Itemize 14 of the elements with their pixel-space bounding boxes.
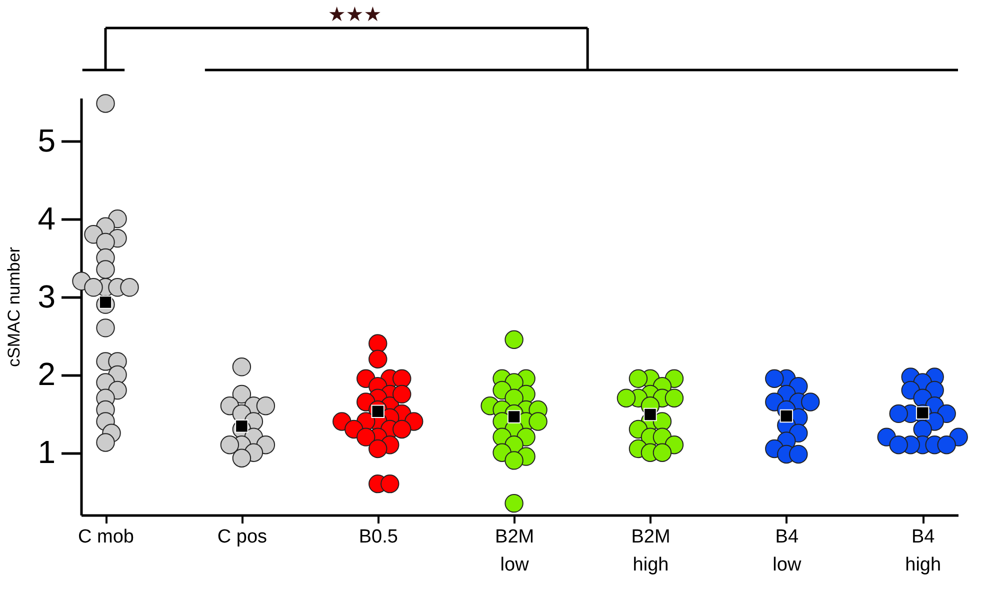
- y-axis-title: cSMAC number: [4, 246, 24, 367]
- x-tick-label: B0.5: [358, 526, 398, 548]
- x-tick-label: B4 low: [772, 526, 802, 576]
- text: ★★★: [328, 2, 382, 26]
- x-tick-label: B2M high: [631, 526, 670, 576]
- x-tick-label: C pos: [217, 526, 268, 548]
- x-tick-label: C mob: [78, 526, 134, 548]
- x-tick-label: B2M low: [495, 526, 534, 576]
- y-tick-label: 1: [38, 434, 56, 470]
- y-tick-label: 4: [38, 200, 56, 236]
- y-tick-label: 3: [38, 278, 56, 314]
- y-tick-label: 2: [38, 356, 56, 392]
- x-tick-label: B4 high: [905, 526, 942, 576]
- y-tick-label: 5: [38, 122, 56, 158]
